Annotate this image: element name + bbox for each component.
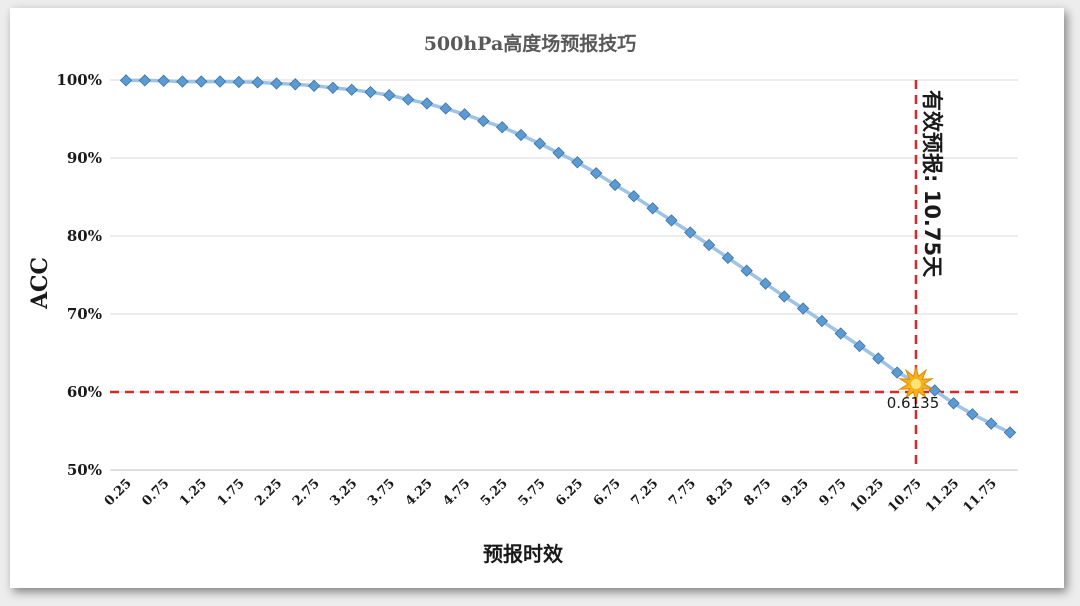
data-point [514, 128, 528, 142]
data-point [985, 417, 998, 430]
data-point [119, 74, 133, 87]
chart-title: 500hPa高度场预报技巧 [424, 32, 637, 55]
x-tick-label: 8.25 [704, 476, 737, 509]
data-point [345, 83, 358, 96]
data-point [834, 327, 847, 340]
x-tick-label: 11.75 [961, 476, 1000, 515]
data-point [289, 78, 302, 91]
y-axis-label: ACC [27, 257, 53, 310]
x-axis-ticks: 0.25 0.75 1.25 1.75 2.25 2.75 3.25 3.75 4.25 4.75… [102, 476, 1000, 515]
data-point [533, 137, 546, 150]
data-point [307, 79, 321, 93]
x-tick-label: 5.75 [516, 476, 549, 509]
series-acc [119, 74, 1017, 439]
data-point [496, 121, 509, 134]
data-point [796, 302, 810, 315]
data-point [853, 339, 866, 353]
x-axis-label: 预报时效 [483, 542, 563, 566]
y-axis-ticks: 50% 60% 70% 80% 90% 100% [56, 71, 102, 479]
y-tick-label: 50% [67, 461, 102, 479]
y-tick-label: 90% [67, 149, 102, 167]
gridlines [110, 79, 1018, 471]
data-point [1003, 426, 1017, 439]
x-tick-label: 8.75 [741, 476, 774, 509]
data-point [157, 74, 170, 87]
data-point [966, 408, 979, 421]
data-point [477, 114, 490, 128]
x-tick-label: 2.25 [252, 476, 285, 509]
y-tick-label: 80% [67, 227, 102, 245]
x-tick-label: 6.75 [591, 476, 624, 509]
data-point [420, 97, 434, 110]
data-point [608, 178, 622, 192]
data-point [213, 75, 227, 88]
data-point [721, 251, 735, 265]
y-tick-label: 100% [56, 71, 102, 89]
x-tick-label: 1.25 [177, 476, 210, 509]
y-tick-label: 60% [67, 383, 102, 401]
x-tick-label: 1.75 [215, 476, 248, 509]
x-tick-label: 0.25 [102, 476, 135, 509]
x-tick-label: 2.75 [290, 476, 323, 509]
x-tick-label: 3.25 [328, 476, 361, 509]
data-point [627, 190, 640, 203]
data-point [138, 74, 151, 87]
data-point [759, 277, 772, 290]
x-tick-label: 7.75 [666, 476, 699, 509]
data-point [326, 81, 340, 94]
data-point [815, 314, 829, 328]
data-point [195, 75, 208, 88]
x-tick-label: 6.25 [553, 476, 586, 509]
data-point [401, 93, 415, 106]
data-point [872, 352, 885, 365]
data-point [890, 366, 904, 379]
series-line [126, 78, 1011, 435]
data-point [646, 202, 659, 215]
x-tick-label: 10.75 [885, 476, 924, 515]
x-tick-label: 10.25 [848, 476, 887, 515]
x-tick-label: 9.25 [779, 476, 812, 509]
valid-forecast-label: 有效预报: 10.75天 [920, 90, 944, 278]
data-point [778, 290, 791, 303]
x-tick-label: 3.75 [365, 476, 398, 509]
x-tick-label: 5.25 [478, 476, 511, 509]
chart-card: 50% 60% 70% 80% 90% 100% 0.25 0.75 1.25 1.75 2.25… [10, 8, 1064, 588]
data-point [571, 156, 584, 169]
x-tick-label: 9.75 [817, 476, 850, 509]
data-point [684, 226, 697, 239]
data-point [232, 75, 246, 89]
acc-line-chart: 50% 60% 70% 80% 90% 100% 0.25 0.75 1.25 1.75 2.25… [27, 32, 1018, 566]
x-tick-label: 0.75 [139, 476, 172, 509]
data-point [665, 214, 678, 227]
y-tick-label: 70% [67, 305, 102, 323]
annotations [897, 365, 934, 403]
x-tick-label: 4.75 [440, 476, 473, 509]
data-point [740, 264, 753, 277]
crossing-value-label: 0.6135 [887, 394, 940, 412]
data-point [552, 146, 565, 160]
data-point [439, 102, 452, 115]
data-point [458, 108, 471, 121]
x-tick-label: 7.25 [628, 476, 661, 509]
data-point [383, 89, 396, 102]
data-point [947, 397, 960, 410]
threshold-lines [110, 80, 1018, 470]
data-point [270, 77, 283, 90]
data-point [176, 75, 189, 88]
x-tick-label: 4.25 [403, 476, 436, 509]
starburst-center [910, 379, 921, 389]
x-tick-label: 11.25 [923, 476, 962, 515]
data-point [251, 76, 264, 89]
data-point [702, 238, 716, 252]
data-point [590, 167, 603, 180]
data-point [364, 85, 377, 99]
